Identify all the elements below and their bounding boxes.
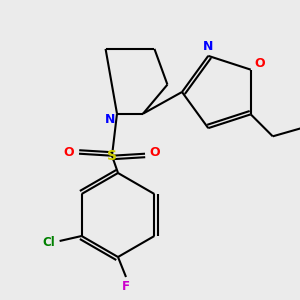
Text: O: O	[254, 57, 265, 70]
Text: N: N	[203, 40, 213, 53]
Text: O: O	[150, 146, 160, 159]
Text: S: S	[107, 149, 117, 163]
Text: F: F	[122, 280, 130, 292]
Text: Cl: Cl	[42, 236, 55, 250]
Text: O: O	[64, 146, 74, 159]
Text: N: N	[105, 113, 115, 126]
